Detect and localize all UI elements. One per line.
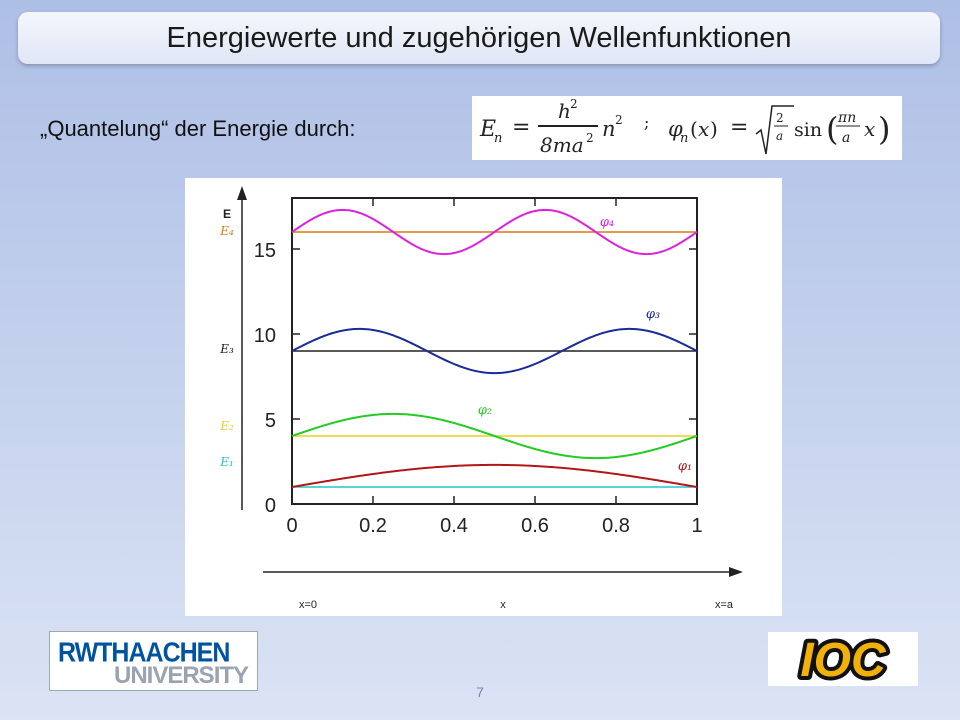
x-tick-label: 0: [286, 515, 297, 537]
energy-wavefunction-chart: 0 5 10 15 0 0.2 0.4 0.6 0.8 1 Ex=0 x x=a E₁ E₂ E₃ E₄ φ₁ φ₂…: [219, 186, 743, 611]
svg-text:n: n: [680, 131, 688, 146]
x-axis-arrowhead: [729, 567, 743, 577]
svg-text:=: =: [512, 115, 530, 140]
rwth-logo-top: RWTHAACHEN: [58, 637, 229, 668]
formula-image: E n = h 2 8ma 2 n 2 ; φ n ( x ) = 2 a si…: [472, 96, 902, 160]
svg-text:): ): [878, 110, 890, 148]
svg-text:x: x: [864, 117, 875, 141]
wavefunction-label: φ₁: [678, 459, 692, 474]
rwth-logo: RWTHAACHEN UNIVERSITY: [49, 631, 258, 691]
energy-level-label: E₃: [219, 342, 234, 356]
svg-text:2: 2: [586, 131, 594, 145]
energy-level-label: E₁: [219, 455, 234, 469]
title-bar: Energiewerte und zugehörigen Wellenfunkt…: [18, 12, 940, 64]
svg-text:=: =: [730, 115, 748, 140]
ioc-logo: IOC IOC: [768, 630, 918, 691]
wavefunction-label: φ₂: [478, 403, 492, 418]
wavefunction-line: [291, 327, 698, 375]
svg-text:φ: φ: [668, 117, 683, 141]
y-tick-label: 5: [265, 410, 276, 432]
svg-text:a: a: [776, 129, 783, 143]
svg-text:n: n: [494, 131, 502, 146]
svg-text:E: E: [479, 117, 496, 142]
svg-text:): ): [710, 117, 718, 141]
x-tick-label: 0.6: [521, 515, 549, 537]
rwth-logo-bottom: UNIVERSITY: [114, 662, 249, 689]
svg-text:2: 2: [776, 111, 784, 125]
energy-axis-arrowhead: [237, 186, 247, 200]
y-tick-label: 10: [254, 325, 276, 347]
x-tick-label: 0.4: [440, 515, 468, 537]
formula-separator: ;: [644, 113, 649, 132]
page-number: 7: [476, 684, 484, 700]
svg-text:x: x: [698, 117, 709, 141]
x-axis-middle-label: x: [500, 599, 506, 611]
subtitle: „Quantelung“ der Energie durch:: [40, 116, 356, 141]
svg-text:(: (: [826, 110, 838, 148]
y-tick-label: 0: [265, 495, 276, 517]
svg-text:sin: sin: [794, 119, 822, 141]
x-tick-label: 0.2: [359, 515, 387, 537]
svg-text:a: a: [842, 130, 850, 146]
energy-axis-label: E: [223, 207, 231, 221]
x-axis-right-label: x=a: [715, 599, 734, 611]
y-tick-label: 15: [254, 240, 276, 262]
svg-text:n: n: [602, 117, 616, 141]
svg-text:h: h: [558, 99, 571, 123]
x-tick-label: 0.8: [602, 515, 630, 537]
x-axis-left-label: x=0: [299, 599, 317, 611]
ioc-logo-text: IOC: [800, 634, 887, 686]
ioc-logo-outline: IOC: [800, 634, 887, 686]
energy-level-label: E₄: [219, 224, 234, 238]
wavefunction-line: [291, 412, 698, 460]
svg-text:2: 2: [615, 113, 623, 127]
energy-level-label: E₂: [219, 419, 234, 433]
svg-text:(: (: [690, 117, 698, 141]
svg-text:8ma: 8ma: [540, 133, 584, 157]
page-title: Energiewerte und zugehörigen Wellenfunkt…: [166, 21, 792, 54]
wavefunction-label: φ₄: [600, 215, 614, 230]
wavefunction-label: φ₃: [646, 307, 660, 322]
wavefunction-line: [291, 208, 698, 256]
svg-text:πn: πn: [837, 110, 856, 126]
x-tick-label: 1: [691, 515, 702, 537]
svg-text:2: 2: [570, 97, 578, 111]
wavefunction-line: [291, 463, 698, 488]
